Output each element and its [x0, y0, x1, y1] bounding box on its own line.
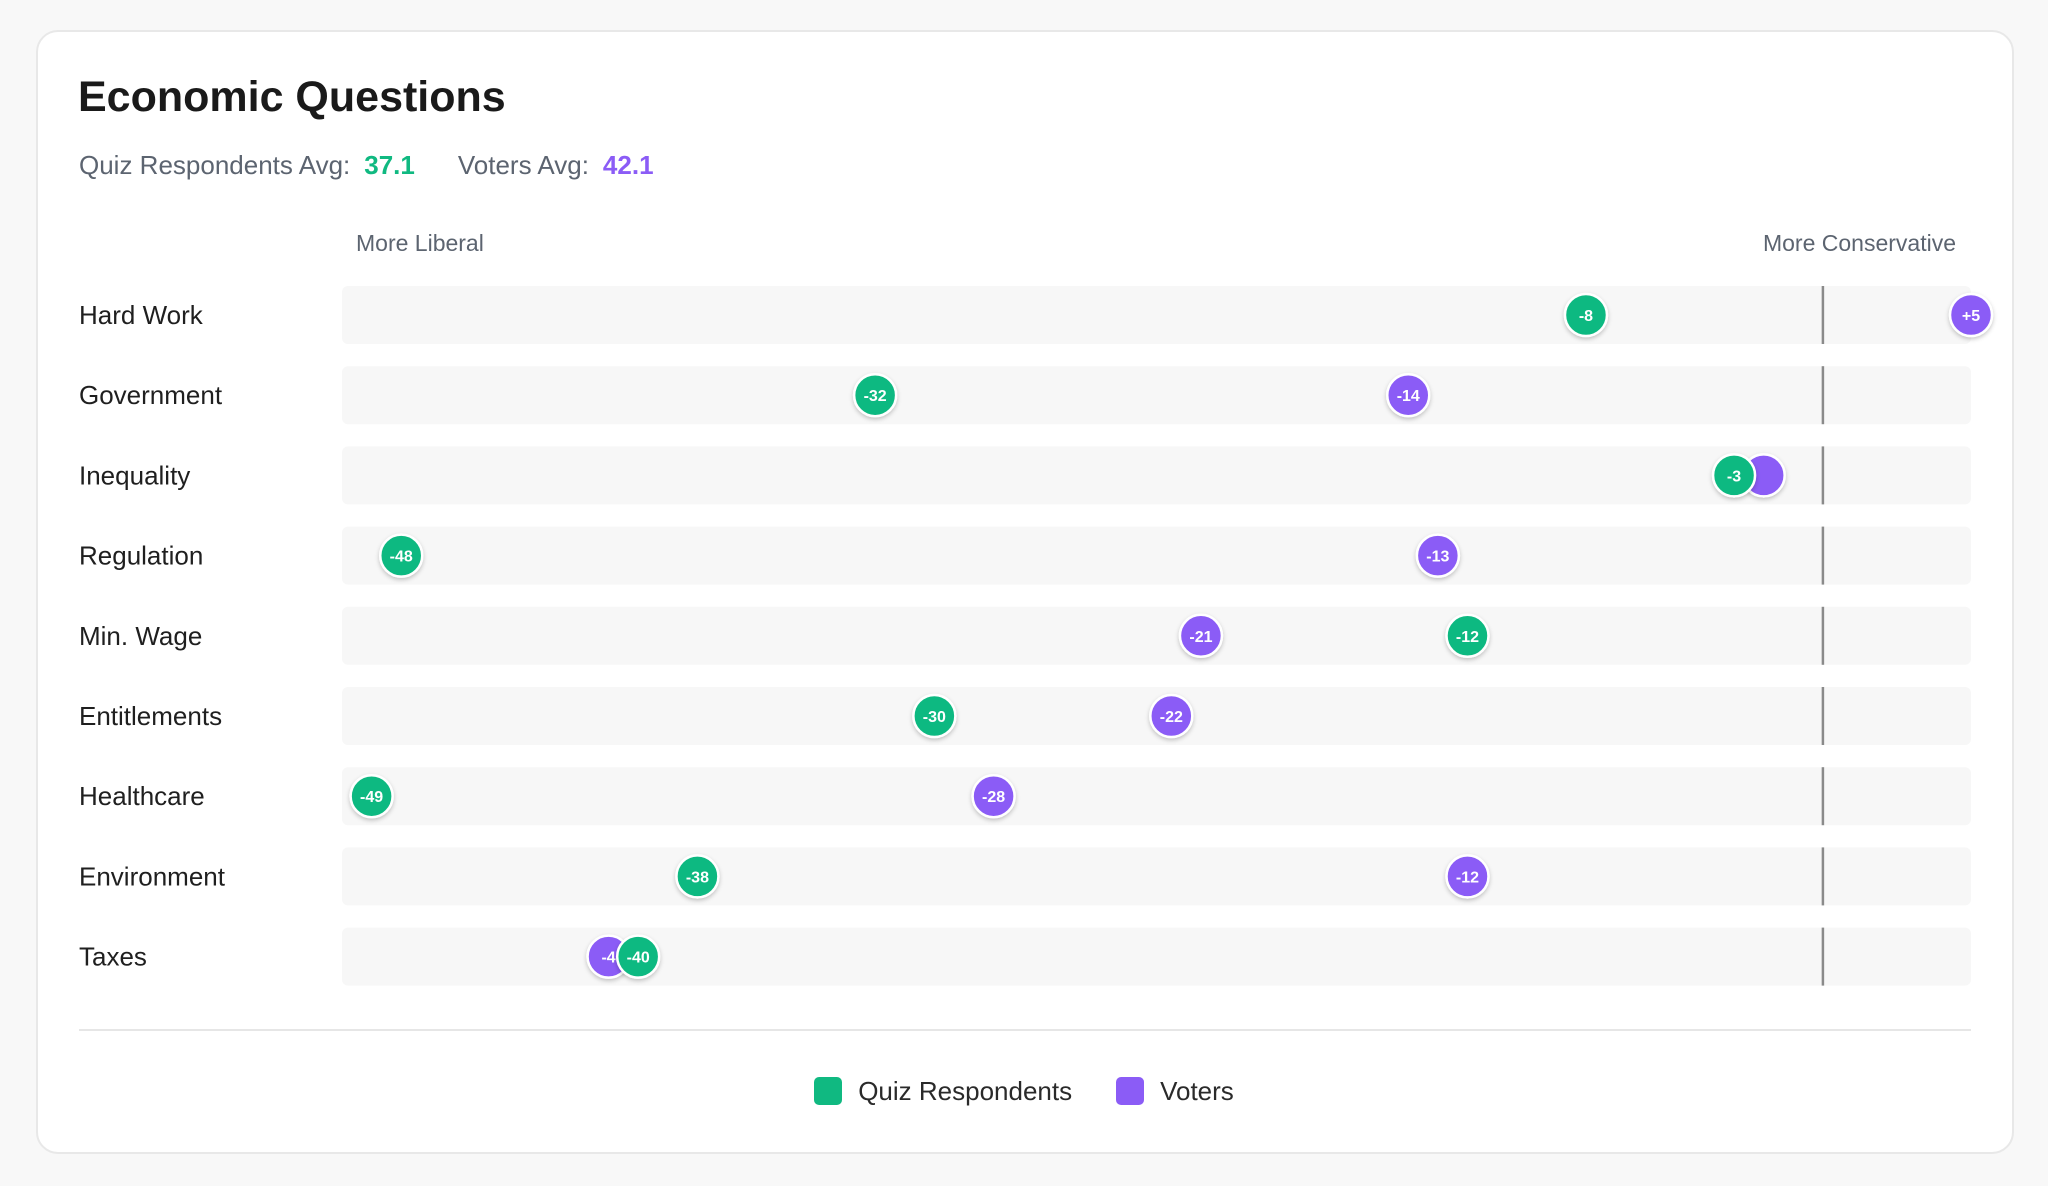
point-label-quiz-inequality: -3	[1727, 468, 1741, 485]
category-label-healthcare: Healthcare	[79, 781, 205, 811]
axis-label-liberal: More Liberal	[356, 230, 484, 256]
point-label-voters-min-wage: -21	[1189, 629, 1212, 646]
voters-avg-value: 42.1	[602, 150, 654, 180]
row-track-inequality	[342, 446, 1971, 505]
point-label-quiz-entitlements: -30	[923, 709, 946, 726]
legend-label-quiz: Quiz Respondents	[858, 1076, 1073, 1106]
category-label-inequality: Inequality	[79, 460, 190, 490]
point-label-voters-government: -14	[1397, 388, 1420, 405]
row-track-min-wage	[342, 606, 1971, 665]
voters-avg-label: Voters Avg:	[457, 150, 589, 180]
point-quiz-taxes	[615, 934, 661, 979]
row-regulation: Regulation -13 -48	[79, 526, 1971, 585]
point-quiz-regulation	[378, 533, 424, 578]
row-track-government	[342, 366, 1971, 425]
legend-item-quiz: Quiz Respondents	[814, 1074, 1072, 1108]
row-healthcare: Healthcare -28 -49	[79, 767, 1971, 826]
category-label-environment: Environment	[79, 861, 226, 891]
row-track-environment	[342, 847, 1971, 906]
row-min-wage: Min. Wage -21 -12	[79, 606, 1971, 665]
quiz-avg-label: Quiz Respondents Avg:	[79, 150, 351, 180]
point-quiz-healthcare	[349, 773, 394, 819]
row-government: Government -14 -32	[79, 366, 1971, 425]
point-quiz-min-wage	[1445, 613, 1490, 659]
point-label-quiz-environment: -38	[686, 869, 709, 886]
point-label-quiz-regulation: -48	[390, 549, 413, 566]
category-label-regulation: Regulation	[79, 541, 203, 571]
point-label-voters-taxes: -4	[601, 950, 615, 967]
point-label-quiz-hard-work: -8	[1579, 308, 1593, 325]
row-hard-work: Hard Work +5 -8	[79, 286, 1994, 344]
point-label-quiz-min-wage: -12	[1456, 629, 1479, 646]
point-quiz-inequality	[1711, 453, 1757, 498]
category-label-entitlements: Entitlements	[79, 701, 222, 731]
point-voters-government	[1386, 372, 1431, 418]
row-taxes: Taxes -4 -40	[79, 927, 1971, 986]
legend-swatch-voters	[1116, 1077, 1145, 1105]
category-label-government: Government	[79, 380, 223, 410]
chart-divider	[79, 1029, 1971, 1031]
point-label-voters-entitlements: -22	[1160, 709, 1183, 726]
averages-summary: Quiz Respondents Avg: 37.1 Voters Avg: 42.1	[79, 148, 654, 182]
row-environment: Environment -12 -38	[79, 847, 1971, 906]
point-voters-hard-work	[1948, 292, 1994, 338]
legend: Quiz Respondents Voters	[0, 1074, 2048, 1108]
point-voters-entitlements	[1149, 693, 1194, 739]
axis-label-conservative: More Conservative	[1762, 230, 1956, 256]
point-quiz-entitlements	[912, 693, 957, 739]
legend-item-voters: Voters	[1116, 1074, 1234, 1108]
row-track-healthcare	[342, 767, 1971, 826]
row-track-regulation	[342, 526, 1971, 585]
point-label-quiz-taxes: -40	[627, 950, 650, 967]
point-voters-healthcare	[971, 773, 1016, 819]
category-label-hard-work: Hard Work	[79, 300, 204, 330]
point-voters-min-wage	[1178, 613, 1224, 659]
point-label-voters-regulation: -13	[1426, 549, 1449, 566]
row-inequality: Inequality -3	[79, 446, 1971, 505]
row-track-hard-work	[342, 286, 1971, 344]
chart-title: Economic Questions	[78, 73, 506, 121]
point-quiz-government	[852, 372, 898, 418]
point-voters-regulation	[1415, 533, 1461, 578]
point-voters-environment	[1445, 854, 1490, 899]
point-label-voters-hard-work: +5	[1962, 308, 1980, 325]
point-label-quiz-healthcare: -49	[360, 789, 383, 806]
row-entitlements: Entitlements -22 -30	[79, 687, 1971, 745]
legend-label-voters: Voters	[1160, 1076, 1234, 1106]
category-label-min-wage: Min. Wage	[79, 621, 202, 651]
row-track-taxes	[342, 927, 1971, 986]
point-label-voters-healthcare: -28	[982, 789, 1005, 806]
legend-swatch-quiz	[814, 1077, 843, 1105]
point-quiz-environment	[675, 854, 720, 899]
category-label-taxes: Taxes	[79, 942, 147, 972]
point-label-voters-environment: -12	[1456, 869, 1479, 886]
quiz-avg-value: 37.1	[364, 150, 415, 180]
point-quiz-hard-work	[1563, 292, 1609, 338]
point-label-quiz-government: -32	[864, 388, 887, 405]
